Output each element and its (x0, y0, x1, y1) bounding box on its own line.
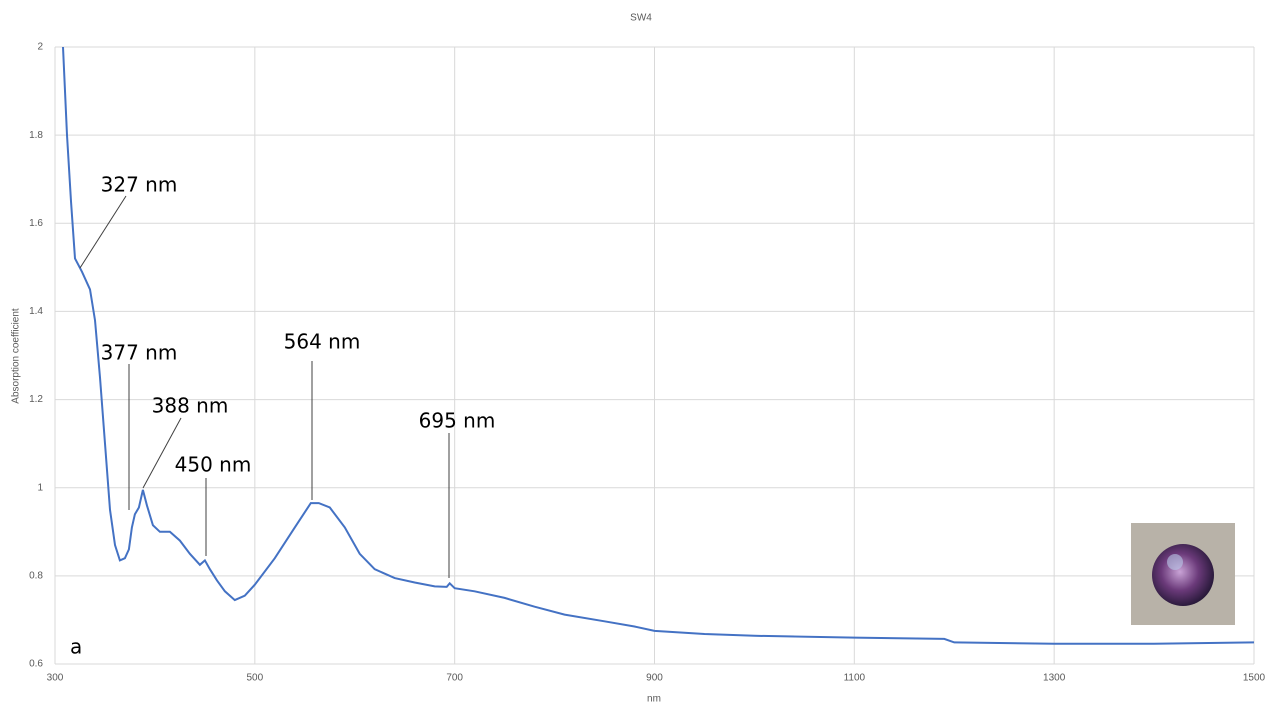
annotation: 388 nm (152, 394, 229, 418)
y-tick-label: 1.6 (29, 218, 43, 229)
y-tick-label: 0.6 (29, 659, 43, 670)
x-tick-label: 1100 (844, 673, 866, 684)
y-tick-label: 1 (37, 482, 43, 493)
y-tick-label: 1.8 (29, 130, 43, 141)
grid (55, 47, 1254, 664)
annotation: 450 nm (175, 453, 252, 477)
x-tick-label: 900 (646, 673, 663, 684)
x-tick-label: 700 (446, 673, 463, 684)
annotation: 695 nm (419, 409, 496, 433)
y-tick-label: 2 (37, 42, 43, 53)
gem-photo (1131, 523, 1235, 625)
x-tick-label: 1500 (1243, 673, 1266, 684)
x-tick-label: 300 (47, 673, 64, 684)
chart: SW4 Absorption coefficient nm a 0.60.811… (0, 0, 1283, 704)
annotation-leader (80, 196, 126, 268)
data-line (63, 47, 1254, 644)
chart-title: SW4 (630, 13, 652, 24)
panel-label: a (70, 635, 82, 659)
annotation: 327 nm (101, 173, 178, 197)
x-tick-label: 500 (246, 673, 263, 684)
annotation: 564 nm (284, 330, 361, 354)
x-tick-label: 1300 (1043, 673, 1066, 684)
y-tick-label: 1.4 (29, 306, 43, 317)
y-axis-label: Absorption coefficient (11, 308, 22, 404)
x-axis-label: nm (647, 694, 661, 704)
y-tick-label: 0.8 (29, 570, 43, 581)
annotation: 377 nm (101, 341, 178, 365)
y-tick-label: 1.2 (29, 394, 43, 405)
plot (63, 47, 1254, 644)
